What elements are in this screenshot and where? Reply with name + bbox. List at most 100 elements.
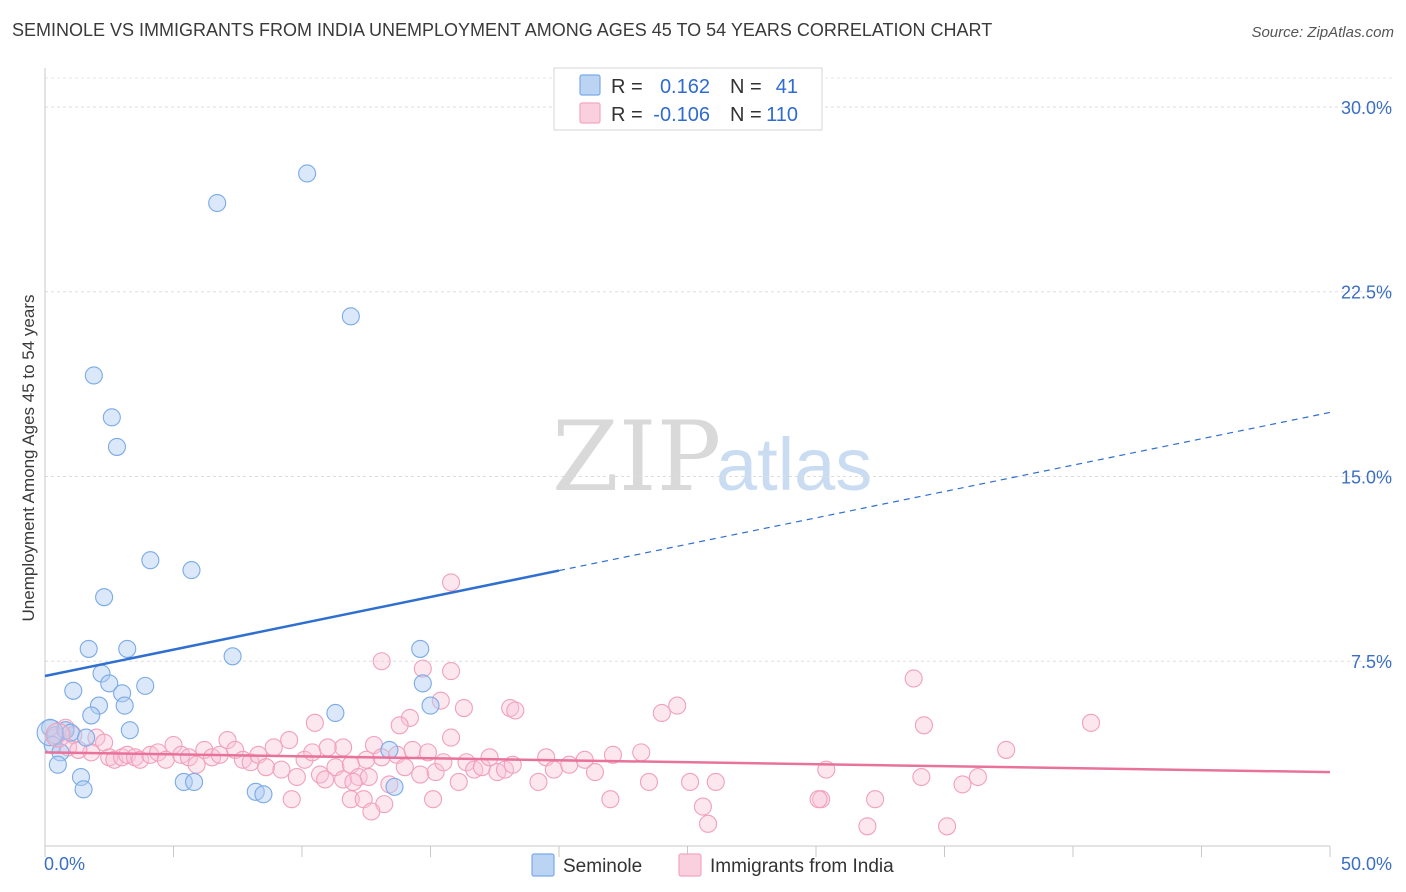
india-point <box>544 760 563 779</box>
india-point <box>179 748 198 767</box>
india-point <box>256 758 276 777</box>
india-point <box>349 767 368 787</box>
india-point <box>560 755 579 774</box>
seminole-point <box>185 772 204 791</box>
seminole-point <box>74 780 93 799</box>
source-credit: Source: ZipAtlas.com <box>1251 24 1394 41</box>
legend-n-value-india: 110 <box>766 104 798 126</box>
india-point <box>652 703 671 723</box>
seminole-point <box>341 307 360 326</box>
india-point <box>529 772 548 791</box>
seminole-point <box>82 706 101 725</box>
india-point <box>264 738 283 757</box>
seminole-point <box>48 755 67 774</box>
y-axis-title: Unemployment Among Ages 45 to 54 years <box>19 295 38 622</box>
india-point <box>1081 713 1101 732</box>
legend-n-label: N = <box>730 104 762 126</box>
india-point <box>45 722 71 748</box>
y-tick-label: 15.0% <box>1341 467 1392 487</box>
legend-label-india: Immigrants from India <box>710 856 894 877</box>
india-point <box>318 738 337 757</box>
india-point <box>603 745 623 764</box>
india-point <box>454 698 473 718</box>
india-point <box>303 743 322 762</box>
seminole-point <box>385 777 404 796</box>
india-point <box>938 817 957 836</box>
india-point <box>357 750 376 769</box>
watermark-atlas: atlas <box>716 423 872 506</box>
india-point <box>187 755 206 774</box>
legend-swatch-india <box>579 102 601 124</box>
seminole-point <box>421 696 440 715</box>
seminole-point <box>102 408 121 427</box>
seminole-point <box>84 366 103 385</box>
india-point <box>424 790 443 809</box>
india-point <box>442 573 461 592</box>
legend-label-seminole: Seminole <box>563 856 642 877</box>
india-point <box>334 738 353 757</box>
india-point <box>434 753 453 772</box>
seminole-point <box>298 164 317 183</box>
india-point <box>280 731 299 750</box>
india-point <box>395 758 414 777</box>
seminole-point <box>115 696 134 715</box>
seminole-point <box>413 674 432 693</box>
legend-r-value-seminole: 0.162 <box>660 76 710 98</box>
india-point <box>390 716 409 735</box>
seminole-point <box>223 647 242 666</box>
india-point <box>501 698 520 718</box>
india-point <box>809 790 828 809</box>
india-point <box>272 760 291 779</box>
india-point <box>449 772 468 791</box>
seminole-point <box>95 588 114 607</box>
y-tick-label: 7.5% <box>1351 652 1392 672</box>
seminole-point <box>174 772 193 791</box>
india-point <box>362 802 381 821</box>
india-point <box>914 716 933 735</box>
series-legend: Seminole Immigrants from India <box>531 853 894 877</box>
seminole-point <box>141 551 160 570</box>
india-point <box>480 748 499 767</box>
india-point <box>149 743 168 762</box>
seminole-point <box>100 674 119 693</box>
india-point <box>344 772 363 791</box>
india-point <box>316 770 335 789</box>
seminole-point <box>208 193 227 213</box>
india-point <box>968 767 987 787</box>
legend-r-value-india: -0.106 <box>653 104 710 126</box>
india-point <box>706 772 725 791</box>
india-point <box>305 713 324 732</box>
india-point <box>904 669 923 688</box>
india-point <box>953 775 972 794</box>
x-tick-label: 0.0% <box>44 854 85 874</box>
india-point <box>131 750 150 769</box>
axes <box>44 68 1331 857</box>
seminole-point <box>326 703 345 723</box>
chart-title: SEMINOLE VS IMMIGRANTS FROM INDIA UNEMPL… <box>12 20 993 40</box>
seminole-point <box>136 676 155 695</box>
india-point <box>287 767 306 787</box>
y-tick-label: 22.5% <box>1341 283 1392 303</box>
seminole-trend-line <box>44 569 560 678</box>
india-point <box>681 772 700 791</box>
india-trend-line <box>44 751 1331 774</box>
india-point <box>585 763 605 782</box>
x-tick-labels: 0.0% 50.0% <box>44 854 1392 874</box>
x-tick-label: 50.0% <box>1341 854 1392 874</box>
india-point <box>699 814 718 833</box>
watermark-zip: ZIP <box>552 401 721 513</box>
india-point <box>632 743 651 762</box>
india-point <box>866 790 885 809</box>
india-point <box>668 696 687 715</box>
india-point <box>400 708 419 727</box>
legend-r-label: R = <box>611 76 643 98</box>
india-point <box>341 790 360 809</box>
seminole-point <box>79 639 98 658</box>
seminole-point <box>411 639 430 658</box>
legend-r-label: R = <box>611 104 643 126</box>
seminole-point <box>77 728 96 747</box>
y-tick-labels: 7.5% 15.0% 22.5% 30.0% <box>1341 98 1392 672</box>
seminole-point <box>120 721 139 740</box>
seminole-point <box>254 785 273 804</box>
india-point <box>506 701 525 720</box>
